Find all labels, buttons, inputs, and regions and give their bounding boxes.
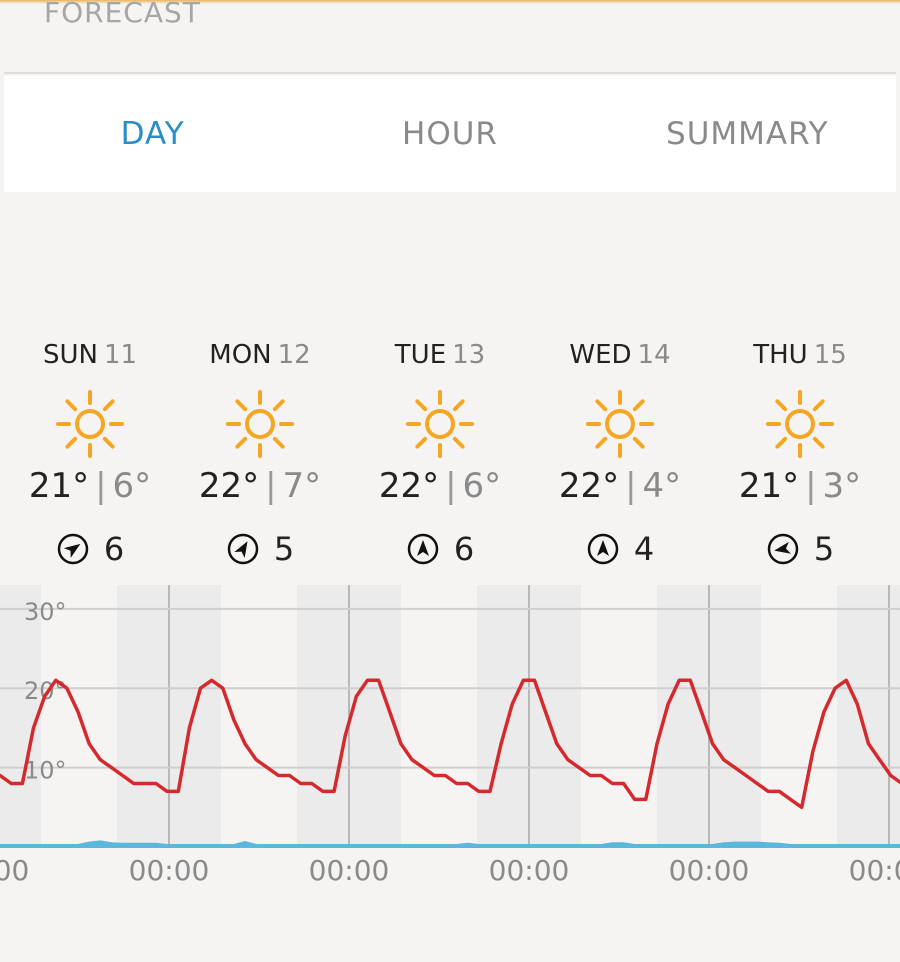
wind-speed: 5 (273, 530, 295, 568)
wind-speed: 6 (453, 530, 475, 568)
x-tick-label: 00:00 (489, 854, 570, 887)
temp-separator: | (445, 466, 457, 506)
day-columns: SUN 11 21° | 6° 6 MON 12 22° | 7° 5 TUE 13 22° |… (0, 336, 900, 576)
tab-hour[interactable]: HOUR (402, 116, 498, 152)
divider (4, 72, 896, 74)
precipitation-area (0, 840, 900, 848)
wind-speed: 5 (813, 530, 835, 568)
day-name: SUN (42, 340, 98, 370)
y-tick-label: 10° (24, 757, 67, 785)
day-name: THU (753, 340, 808, 370)
forecast-tabs: DAY HOUR SUMMARY (4, 76, 896, 192)
day-column[interactable]: MON 12 22° | 7° 5 (170, 336, 350, 576)
tab-day[interactable]: DAY (120, 116, 185, 152)
sun-icon (56, 390, 124, 458)
sun-icon (406, 390, 474, 458)
top-accent-bar (0, 0, 900, 4)
temp-high: 22° (198, 466, 260, 506)
day-date: 14 (637, 340, 671, 370)
wind-direction-icon (57, 533, 89, 565)
day-column[interactable]: WED 14 22° | 4° 4 (530, 336, 710, 576)
temp-low: 4° (642, 466, 682, 506)
temp-high: 21° (738, 466, 800, 506)
x-tick-label: 00:00 (0, 854, 29, 887)
wind-direction-icon (407, 533, 439, 565)
tab-summary[interactable]: SUMMARY (666, 116, 829, 152)
x-tick-label: 00:00 (129, 854, 210, 887)
wind-direction-icon (587, 533, 619, 565)
day-date: 15 (813, 340, 847, 370)
day-name: MON (209, 340, 272, 370)
day-name: TUE (394, 340, 447, 370)
sun-icon (766, 390, 834, 458)
x-tick-label: 00:00 (309, 854, 390, 887)
temp-separator: | (95, 466, 107, 506)
day-date: 13 (452, 340, 486, 370)
section-title: FORECAST (44, 0, 201, 29)
wind-direction-icon (767, 533, 799, 565)
temp-low: 6° (462, 466, 502, 506)
wind-speed: 4 (633, 530, 655, 568)
day-date: 12 (277, 340, 311, 370)
night-band (837, 585, 900, 847)
x-tick-label: 00:00 (669, 854, 750, 887)
temp-separator: | (625, 466, 637, 506)
x-tick-label: 00:00 (849, 854, 900, 887)
temp-high: 21° (28, 466, 90, 506)
temp-low: 3° (822, 466, 862, 506)
day-column[interactable]: SUN 11 21° | 6° 6 (0, 336, 180, 576)
temp-separator: | (265, 466, 277, 506)
temp-separator: | (805, 466, 817, 506)
temp-low: 6° (112, 466, 152, 506)
day-name: WED (569, 340, 632, 370)
day-column[interactable]: THU 15 21° | 3° 5 (710, 336, 890, 576)
day-column[interactable]: TUE 13 22° | 6° 6 (350, 336, 530, 576)
temp-high: 22° (378, 466, 440, 506)
temp-low: 7° (282, 466, 322, 506)
sun-icon (586, 390, 654, 458)
y-tick-label: 30° (24, 598, 67, 626)
temp-high: 22° (558, 466, 620, 506)
day-date: 11 (103, 340, 138, 370)
temperature-line (0, 678, 900, 810)
sun-icon (226, 390, 294, 458)
wind-direction-icon (227, 533, 259, 565)
wind-speed: 6 (103, 530, 125, 568)
night-band (0, 585, 41, 847)
